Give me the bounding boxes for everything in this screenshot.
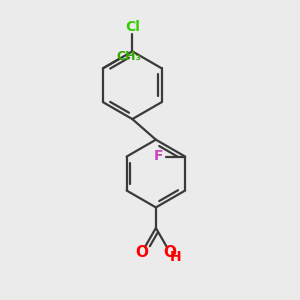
Text: CH₃: CH₃ — [117, 50, 142, 63]
Text: Cl: Cl — [125, 20, 140, 34]
Text: H: H — [170, 250, 182, 265]
Text: O: O — [164, 245, 176, 260]
Text: O: O — [135, 245, 148, 260]
Text: F: F — [154, 149, 164, 163]
